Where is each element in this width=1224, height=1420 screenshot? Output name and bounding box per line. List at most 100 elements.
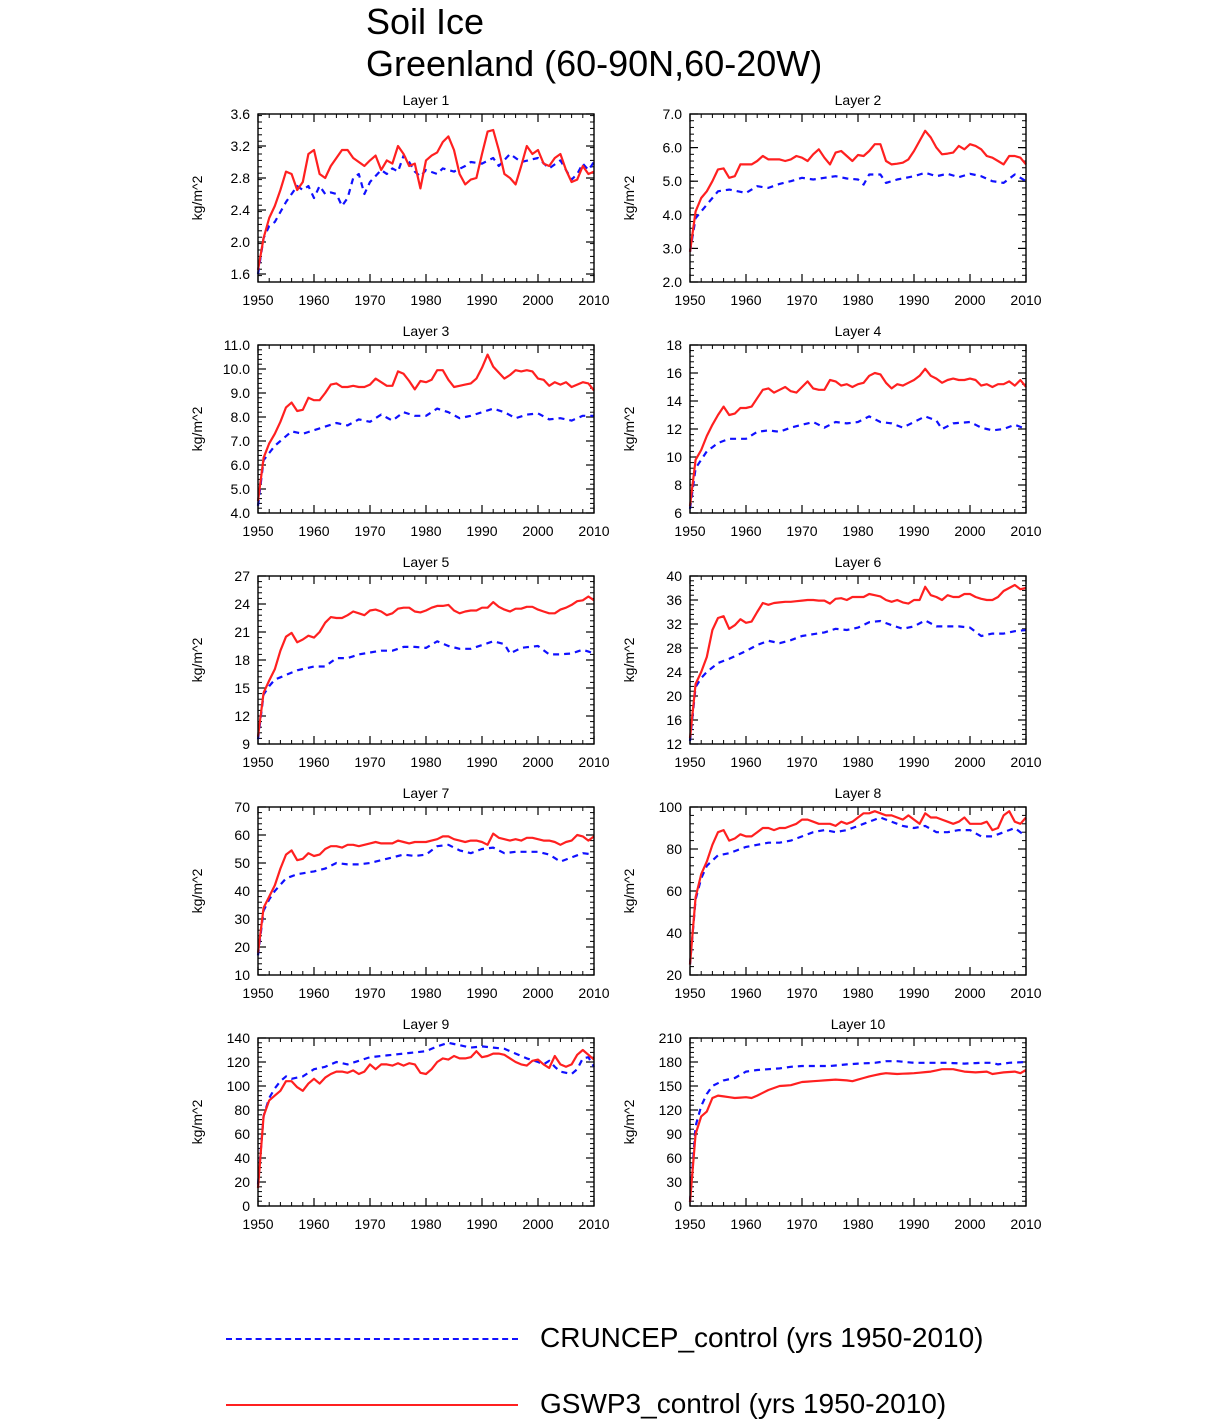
series-line-cruncep-control <box>688 415 1027 509</box>
x-tick-label: 2010 <box>1010 523 1041 539</box>
y-tick-label: 14 <box>666 393 682 409</box>
y-tick-label: 30 <box>234 911 250 927</box>
y-axis-label: kg/m^2 <box>189 1099 205 1144</box>
x-tick-label: 1970 <box>786 523 817 539</box>
series-line-cruncep-control <box>688 1060 1027 1203</box>
y-tick-label: 9 <box>242 736 250 752</box>
y-tick-label: 27 <box>234 568 250 584</box>
y-tick-label: 8 <box>674 477 682 493</box>
x-tick-label: 2000 <box>954 292 985 308</box>
y-tick-label: 24 <box>234 596 250 612</box>
x-tick-label: 2000 <box>522 292 553 308</box>
series-line-gswp3-control <box>688 583 1027 739</box>
plot-frame <box>257 1037 595 1207</box>
x-tick-label: 1990 <box>898 523 929 539</box>
y-tick-label: 40 <box>666 925 682 941</box>
y-tick-label: 3.6 <box>231 106 251 122</box>
legend-line-gswp3 <box>226 1404 518 1406</box>
panel-layer-3: Layer 3 kg/m^2 1950 1960 1970 1980 1990 2000 201… <box>189 323 610 539</box>
x-tick-label: 1950 <box>674 1216 705 1232</box>
panel-title: Layer 2 <box>835 92 882 108</box>
plot-frame <box>689 344 1027 514</box>
series-line-gswp3-control <box>256 832 595 953</box>
x-tick-label: 2010 <box>1010 754 1041 770</box>
y-tick-label: 5.0 <box>231 481 251 497</box>
y-tick-label: 5.0 <box>663 173 683 189</box>
x-tick-label: 1960 <box>730 754 761 770</box>
y-axis-label: kg/m^2 <box>189 637 205 682</box>
panel-title: Layer 6 <box>835 554 882 570</box>
x-tick-label: 2010 <box>578 985 609 1001</box>
y-tick-label: 120 <box>659 1102 683 1118</box>
y-tick-label: 8.0 <box>231 409 251 425</box>
y-tick-label: 60 <box>666 1150 682 1166</box>
x-tick-label: 2000 <box>522 1216 553 1232</box>
y-tick-label: 36 <box>666 592 682 608</box>
series-line-cruncep-control <box>256 640 595 740</box>
y-tick-label: 40 <box>666 568 682 584</box>
x-tick-label: 1950 <box>674 754 705 770</box>
x-tick-label: 2000 <box>522 754 553 770</box>
series-line-cruncep-control <box>688 619 1027 742</box>
y-tick-label: 10 <box>666 449 682 465</box>
y-axis-label: kg/m^2 <box>621 1099 637 1144</box>
y-tick-label: 80 <box>234 1102 250 1118</box>
x-tick-label: 1980 <box>842 1216 873 1232</box>
x-tick-label: 1990 <box>466 985 497 1001</box>
panel-title: Layer 5 <box>403 554 450 570</box>
x-tick-label: 1950 <box>242 1216 273 1232</box>
y-tick-label: 16 <box>666 365 682 381</box>
series-line-cruncep-control <box>688 816 1027 965</box>
x-tick-label: 1970 <box>354 292 385 308</box>
x-tick-label: 1990 <box>466 523 497 539</box>
y-tick-label: 100 <box>227 1078 251 1094</box>
x-tick-label: 1990 <box>898 985 929 1001</box>
plot-frame <box>257 113 595 283</box>
series-line-cruncep-control <box>256 152 595 275</box>
y-tick-label: 6.0 <box>231 457 251 473</box>
plot-frame <box>257 806 595 976</box>
x-tick-label: 1970 <box>786 1216 817 1232</box>
x-tick-label: 2000 <box>954 754 985 770</box>
series-line-gswp3-control <box>688 367 1027 507</box>
series-line-cruncep-control <box>688 171 1027 252</box>
x-tick-label: 1960 <box>298 985 329 1001</box>
x-tick-label: 1980 <box>410 523 441 539</box>
panel-title: Layer 10 <box>831 1016 886 1032</box>
series-line-gswp3-control <box>256 128 595 271</box>
x-tick-label: 1970 <box>786 985 817 1001</box>
x-tick-label: 1980 <box>410 985 441 1001</box>
y-tick-label: 28 <box>666 640 682 656</box>
series-line-gswp3-control <box>256 1048 595 1189</box>
y-tick-label: 40 <box>234 1150 250 1166</box>
x-tick-label: 1960 <box>730 523 761 539</box>
x-tick-label: 1980 <box>842 754 873 770</box>
y-tick-label: 18 <box>666 337 682 353</box>
x-tick-label: 1960 <box>298 754 329 770</box>
y-tick-label: 1.6 <box>231 266 251 282</box>
y-tick-label: 2.0 <box>231 234 251 250</box>
y-tick-label: 70 <box>234 799 250 815</box>
y-tick-label: 0 <box>674 1198 682 1214</box>
y-tick-label: 21 <box>234 624 250 640</box>
y-tick-label: 140 <box>227 1030 251 1046</box>
panel-title: Layer 7 <box>403 785 450 801</box>
y-tick-label: 4.0 <box>231 505 251 521</box>
legend-label-cruncep: CRUNCEP_control (yrs 1950-2010) <box>540 1322 984 1353</box>
x-tick-label: 1980 <box>410 1216 441 1232</box>
legend-label-gswp3: GSWP3_control (yrs 1950-2010) <box>540 1388 947 1419</box>
x-tick-label: 1950 <box>242 292 273 308</box>
y-tick-label: 30 <box>666 1174 682 1190</box>
series-line-gswp3-control <box>256 595 595 737</box>
panel-title: Layer 9 <box>403 1016 450 1032</box>
y-tick-label: 2.8 <box>231 170 251 186</box>
y-axis-label: kg/m^2 <box>621 175 637 220</box>
y-tick-label: 18 <box>234 652 250 668</box>
x-tick-label: 1960 <box>730 985 761 1001</box>
x-tick-label: 2000 <box>522 523 553 539</box>
y-tick-label: 9.0 <box>231 385 251 401</box>
